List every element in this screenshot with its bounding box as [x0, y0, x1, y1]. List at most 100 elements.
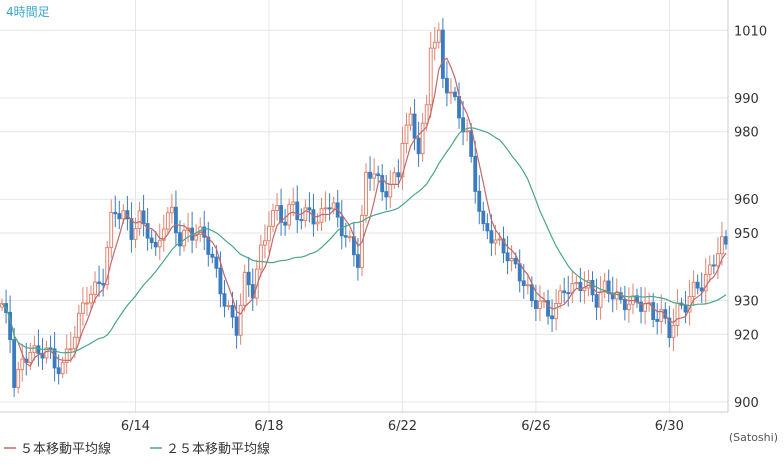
candle-body — [436, 29, 441, 43]
candle-body — [416, 137, 421, 155]
candle-body — [307, 207, 312, 211]
candle-body — [368, 171, 372, 179]
candle-body — [234, 316, 239, 336]
candle-body — [72, 336, 77, 350]
candle-body — [12, 339, 17, 388]
candle-body — [153, 241, 158, 248]
candle-body — [295, 201, 300, 221]
candle-body — [32, 345, 37, 353]
candle-body — [303, 207, 308, 222]
candle-body — [501, 238, 506, 254]
candle-body — [262, 240, 267, 246]
candle-body — [695, 281, 700, 289]
candle-body — [497, 238, 502, 241]
candle-body — [178, 232, 182, 247]
candle-body — [291, 201, 296, 206]
legend-ma25-label: ２５本移動平均線 — [166, 441, 270, 457]
candle-body — [598, 291, 603, 308]
candle-body — [133, 228, 138, 240]
candle-body — [343, 235, 348, 238]
candle-body — [105, 247, 110, 286]
candle-body — [323, 207, 328, 210]
candle-body — [562, 290, 567, 294]
candle-body — [376, 173, 381, 177]
y-tick-label: 950 — [734, 227, 759, 242]
candle-body — [392, 172, 397, 185]
candle-body — [412, 113, 417, 139]
x-tick-label: 6/26 — [521, 419, 550, 434]
candle-body — [408, 113, 413, 126]
candle-body — [444, 77, 449, 94]
candle-body — [703, 273, 708, 292]
candle-body — [279, 205, 284, 223]
candle-body — [101, 282, 106, 286]
candle-body — [566, 292, 571, 295]
candle-body — [513, 258, 518, 265]
candle-body — [404, 124, 409, 144]
candle-body — [525, 284, 530, 287]
candle-body — [505, 252, 510, 262]
candle-body — [202, 226, 207, 238]
candle-body — [428, 47, 433, 106]
candle-body — [174, 206, 178, 234]
candle-body — [40, 352, 45, 359]
candle-body — [299, 219, 304, 222]
candle-body — [137, 210, 142, 230]
candle-body — [550, 315, 554, 320]
candle-body — [453, 91, 457, 98]
candle-body — [465, 130, 470, 133]
unit-label: (Satoshi) — [729, 431, 778, 444]
candle-body — [169, 206, 174, 214]
candle-body — [113, 211, 118, 215]
candle-body — [424, 104, 429, 124]
legend: ５本移動平均線 ２５本移動平均線 — [4, 441, 270, 457]
candle-body — [651, 302, 656, 320]
candle-body — [582, 287, 587, 292]
candle-body — [461, 117, 466, 133]
candle-body — [384, 191, 389, 198]
candle-body — [283, 221, 288, 226]
candle-body — [489, 230, 494, 244]
candle-body — [558, 290, 563, 305]
candle-body — [242, 271, 247, 306]
candle-body — [711, 264, 716, 267]
candle-body — [546, 300, 550, 317]
candle-body — [89, 293, 93, 304]
candle-body — [707, 264, 712, 275]
candle-body — [432, 41, 437, 49]
y-tick-label: 990 — [734, 92, 759, 107]
x-tick-label: 6/22 — [388, 419, 417, 434]
candle-body — [80, 302, 85, 314]
candle-body — [339, 216, 344, 237]
candle-body — [509, 258, 514, 262]
candle-body — [85, 302, 89, 305]
candle-body — [52, 348, 57, 369]
x-tick-label: 6/18 — [254, 419, 283, 434]
candle-body — [521, 280, 526, 286]
candle-body — [347, 236, 352, 239]
x-tick-label: 6/14 — [121, 419, 150, 434]
candle-body — [659, 309, 664, 322]
candle-body — [473, 155, 478, 192]
candle-body — [400, 142, 405, 178]
candle-body — [210, 253, 215, 258]
candle-body — [149, 237, 154, 243]
candle-body — [715, 253, 720, 267]
candle-body — [315, 221, 320, 225]
candle-body — [222, 293, 227, 307]
ma25-line — [1, 127, 727, 354]
candle-body — [68, 348, 73, 351]
candle-body — [449, 91, 453, 94]
candle-body — [594, 294, 599, 308]
candle-body — [533, 300, 538, 309]
y-tick-label: 930 — [734, 295, 759, 310]
candle-body — [388, 183, 393, 198]
candle-body — [372, 173, 377, 179]
candle-body — [675, 302, 680, 326]
candle-body — [420, 122, 425, 155]
candle-body — [517, 263, 522, 282]
candle-body — [481, 210, 486, 225]
candle-body — [246, 271, 251, 286]
